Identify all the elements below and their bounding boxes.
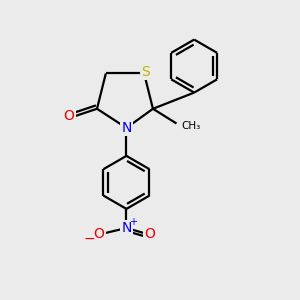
Text: S: S <box>141 65 150 79</box>
Text: N: N <box>121 121 132 135</box>
Text: −: − <box>83 232 95 246</box>
Text: +: + <box>129 217 137 226</box>
Text: O: O <box>144 227 155 241</box>
Text: N: N <box>121 221 132 235</box>
Text: O: O <box>64 109 74 123</box>
Text: CH₃: CH₃ <box>181 122 200 131</box>
Text: O: O <box>94 227 104 241</box>
